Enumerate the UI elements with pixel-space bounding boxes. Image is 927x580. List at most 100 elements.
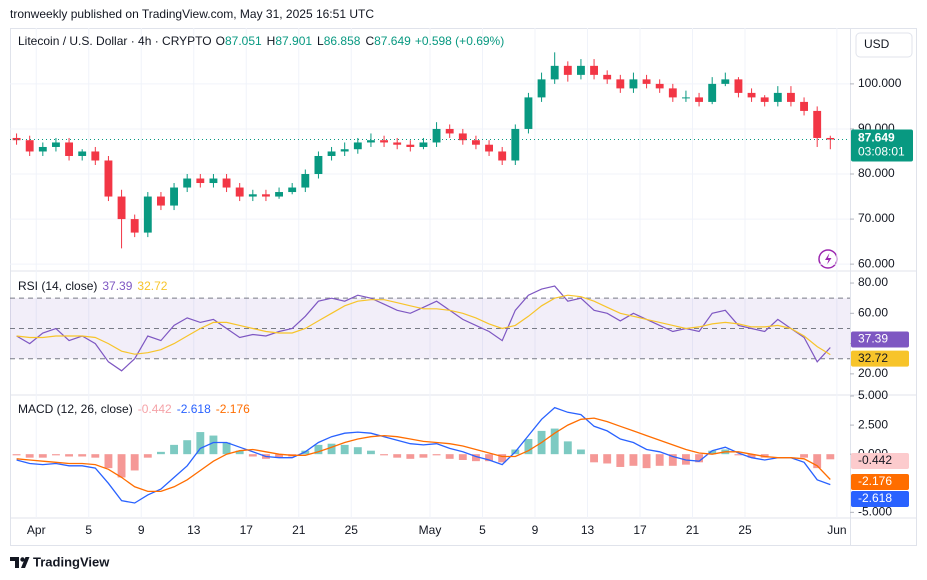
histogram-bar bbox=[524, 439, 533, 455]
candle-body bbox=[143, 196, 152, 233]
rsi-line bbox=[16, 294, 831, 356]
macd-line bbox=[16, 406, 831, 504]
ohlc-value: 87.901 bbox=[275, 34, 312, 48]
x-tick-label: 25 bbox=[738, 523, 752, 537]
candle-body bbox=[170, 187, 178, 206]
histogram-bar bbox=[222, 442, 231, 455]
macd-last-value: -2.618 bbox=[858, 491, 892, 505]
last-price-box bbox=[851, 129, 913, 162]
x-tick-label: 17 bbox=[240, 523, 254, 537]
histogram-bar bbox=[170, 444, 178, 455]
x-tick-label: 13 bbox=[581, 523, 595, 537]
candle-body bbox=[826, 137, 835, 140]
histogram-bar bbox=[157, 451, 165, 455]
indicator-value: 37.39 bbox=[102, 279, 132, 293]
candle-body bbox=[262, 194, 270, 197]
candle-body bbox=[25, 140, 34, 152]
candle-body bbox=[38, 146, 47, 152]
candle-body bbox=[550, 65, 559, 80]
histogram-bar bbox=[432, 454, 441, 456]
candle-body bbox=[524, 97, 533, 129]
macd-last-value: -0.442 bbox=[858, 453, 892, 467]
y-tick-label: 5.000 bbox=[858, 388, 888, 402]
rsi-last-value-box bbox=[851, 350, 909, 367]
legend: RSI (14, close) 37.39 32.72 bbox=[18, 279, 168, 293]
histogram-bar bbox=[65, 454, 73, 457]
candle-body bbox=[708, 83, 717, 102]
histogram-bar bbox=[235, 450, 244, 455]
macd-last-value-box bbox=[851, 453, 909, 469]
histogram-bar bbox=[130, 454, 139, 471]
histogram-bar bbox=[458, 454, 467, 460]
candle-body bbox=[183, 178, 192, 188]
candle-body bbox=[537, 79, 546, 98]
candle-body bbox=[65, 142, 73, 156]
logo bbox=[10, 557, 30, 568]
y-tick-label: 60.000 bbox=[858, 256, 895, 270]
macd-last-value-box bbox=[851, 491, 909, 507]
candle-body bbox=[248, 194, 257, 197]
candle-body bbox=[655, 83, 664, 89]
candle-body bbox=[52, 142, 60, 147]
candle-body bbox=[760, 97, 769, 102]
x-tick-label: Jun bbox=[827, 523, 846, 537]
ohlc-value: 86.858 bbox=[324, 34, 361, 48]
ohlc-label: O bbox=[216, 34, 225, 48]
brand: TradingView bbox=[33, 554, 110, 569]
histogram-bar bbox=[419, 454, 428, 458]
y-tick-label: 80.00 bbox=[858, 275, 888, 289]
histogram-bar bbox=[117, 454, 126, 478]
histogram-bar bbox=[577, 449, 585, 455]
histogram-bar bbox=[655, 454, 664, 466]
rsi-line bbox=[16, 285, 831, 372]
candle-body bbox=[773, 92, 782, 102]
alert-bolt[interactable] bbox=[825, 253, 832, 265]
candle-body bbox=[157, 196, 165, 206]
y-tick-label: 2.500 bbox=[858, 417, 888, 431]
x-tick-label: 17 bbox=[633, 523, 647, 537]
logo-dot bbox=[20, 557, 25, 562]
histogram-bar bbox=[695, 454, 703, 463]
candle-body bbox=[393, 142, 402, 145]
histogram-bar bbox=[91, 454, 100, 458]
rsi-last-value: 32.72 bbox=[858, 351, 888, 365]
x-tick-label: 21 bbox=[292, 523, 306, 537]
alert-icon[interactable] bbox=[818, 249, 838, 269]
candle-body bbox=[800, 101, 808, 111]
histogram-bar bbox=[340, 444, 349, 455]
candle-body bbox=[642, 79, 651, 84]
histogram-bar bbox=[642, 454, 651, 469]
candle-body bbox=[616, 79, 625, 89]
x-tick-label: Apr bbox=[27, 523, 46, 537]
histogram-bar bbox=[590, 454, 598, 463]
candle-body bbox=[813, 110, 822, 138]
histogram-bar bbox=[104, 454, 113, 469]
histogram-bar bbox=[550, 428, 559, 455]
candle-body bbox=[577, 65, 585, 75]
candle-body bbox=[78, 151, 87, 156]
x-tick-label: 9 bbox=[532, 523, 539, 537]
histogram-bar bbox=[327, 443, 336, 455]
indicator-value: 32.72 bbox=[137, 279, 167, 293]
candle-body bbox=[734, 79, 743, 93]
histogram-bar bbox=[314, 444, 323, 455]
candle-body bbox=[91, 151, 100, 161]
histogram-bar bbox=[406, 454, 415, 459]
candle-body bbox=[209, 178, 218, 184]
x-tick-label: 25 bbox=[345, 523, 359, 537]
y-tick-label: -5.000 bbox=[858, 505, 892, 519]
candle-body bbox=[498, 151, 507, 161]
candle-body bbox=[275, 192, 283, 197]
macd-last-value: -2.176 bbox=[858, 474, 892, 488]
candle-body bbox=[222, 178, 231, 188]
candle-body bbox=[235, 187, 244, 197]
candle-body bbox=[130, 219, 139, 233]
x-tick-label: 21 bbox=[686, 523, 700, 537]
candle-body bbox=[314, 155, 323, 175]
currency[interactable]: USD bbox=[864, 37, 890, 51]
rsi-last-value: 37.39 bbox=[858, 332, 888, 346]
currency-button[interactable] bbox=[855, 32, 913, 58]
histogram-bar bbox=[472, 454, 480, 462]
